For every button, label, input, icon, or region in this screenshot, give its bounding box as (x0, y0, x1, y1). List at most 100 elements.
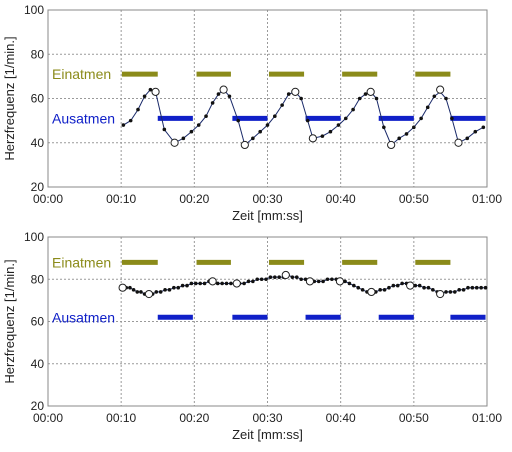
y-tick-label: 60 (31, 315, 45, 329)
y-tick-label: 20 (31, 180, 45, 194)
extremum-marker (335, 277, 345, 286)
x-tick-label: 00:00 (33, 411, 63, 425)
heart-rate-point (128, 118, 133, 123)
heart-rate-point (180, 283, 185, 288)
heart-rate-point (357, 96, 362, 101)
heart-rate-point (352, 283, 356, 288)
y-tick-label: 100 (24, 230, 44, 244)
heart-rate-point (320, 134, 325, 138)
heart-rate-point (432, 94, 437, 99)
heart-rate-point (422, 285, 426, 290)
heart-rate-point (229, 281, 233, 286)
heart-rate-point (299, 96, 303, 101)
heart-rate-point (185, 283, 189, 288)
plot-frame (47, 9, 488, 188)
heart-rate-point (176, 285, 181, 290)
heart-rate-point (382, 125, 386, 130)
heart-rate-point (382, 288, 387, 292)
heart-rate-point (277, 275, 282, 279)
heart-rate-point (131, 288, 136, 292)
heart-rate-point (148, 87, 153, 92)
heart-rate-point (265, 123, 270, 127)
heart-rate-point (258, 129, 262, 134)
heart-rate-point (374, 96, 379, 101)
extremum-marker (406, 281, 415, 290)
heart-rate-point (189, 281, 194, 286)
heart-rate-point (202, 281, 207, 286)
heart-rate-point (448, 290, 453, 294)
heart-rate-point (461, 288, 466, 292)
heart-rate-point (363, 92, 368, 96)
heart-rate-point (135, 290, 140, 294)
x-tick-label: 00:40 (326, 411, 356, 425)
exhale-label: Ausatmen (52, 110, 115, 126)
x-tick-label: 00:50 (399, 192, 429, 206)
heart-rate-point (325, 277, 330, 282)
y-tick-label: 80 (31, 272, 45, 286)
heart-rate-point (360, 288, 365, 292)
heart-rate-point (210, 101, 215, 105)
heart-rate-point (142, 94, 147, 99)
x-tick-label: 00:30 (252, 411, 282, 425)
heart-rate-point (425, 105, 430, 110)
heart-rate-point (198, 281, 202, 286)
extremum-marker (208, 277, 217, 286)
heart-rate-point (473, 129, 478, 134)
extremum-marker (291, 87, 300, 96)
extremum-marker (118, 283, 127, 292)
heart-rate-point (286, 92, 291, 96)
heart-rate-point (316, 279, 321, 284)
heart-rate-point (417, 283, 422, 288)
heart-rate-point (154, 290, 159, 294)
heart-rate-point (457, 288, 461, 292)
extremum-marker (281, 270, 290, 280)
heart-rate-point (264, 277, 268, 282)
x-tick-label: 00:20 (179, 411, 209, 425)
extremum-marker (436, 85, 445, 94)
heart-rate-point (181, 136, 186, 141)
inhale-label: Einatmen (52, 66, 111, 82)
heart-rate-point (404, 132, 409, 136)
x-tick-label: 00:50 (399, 411, 429, 425)
exhale-label: Ausatmen (52, 309, 115, 325)
heart-rate-point (413, 283, 418, 288)
heart-rate-point (397, 136, 402, 141)
x-tick-label: 00:10 (106, 411, 136, 425)
heart-rate-point (236, 118, 241, 123)
heart-rate-point (162, 127, 167, 132)
heart-rate-point (479, 285, 483, 290)
heart-rate-point (483, 285, 488, 290)
heart-rate-point (387, 285, 391, 290)
heart-rate-line (123, 88, 484, 146)
heart-rate-point (172, 285, 176, 290)
extremum-marker (144, 289, 154, 299)
extremum-marker (219, 85, 228, 94)
heart-rate-point (328, 129, 333, 134)
heart-rate-point (305, 118, 310, 123)
heart-rate-point (444, 96, 448, 101)
heart-rate-point (255, 277, 260, 282)
heart-rate-point (224, 281, 229, 286)
y-tick-label: 40 (31, 136, 45, 150)
heart-rate-point (246, 279, 251, 284)
x-tick-label: 01:00 (472, 192, 502, 206)
heart-rate-point (321, 279, 325, 284)
heart-rate-point (121, 123, 126, 127)
extremum-marker (436, 289, 445, 299)
heart-rate-point (465, 136, 470, 141)
heart-rate-point (189, 129, 194, 134)
extremum-marker (308, 134, 317, 143)
heart-rate-point (193, 281, 198, 286)
y-tick-label: 40 (31, 357, 45, 371)
y-axis-label: Herzfrequenz [1/min.] (2, 259, 17, 383)
heart-rate-point (290, 275, 295, 279)
heart-rate-point (163, 288, 167, 292)
x-tick-label: 00:20 (179, 192, 209, 206)
heart-rate-point (351, 107, 355, 112)
y-tick-label: 60 (31, 92, 45, 106)
heart-rate-point (215, 281, 220, 286)
heart-rate-point (196, 123, 201, 127)
chart-panel-1: 20 40 60 80 100 00:00 00:10 00:20 00:30 00:40 00:5… (2, 3, 502, 223)
heart-rate-point (378, 288, 382, 292)
